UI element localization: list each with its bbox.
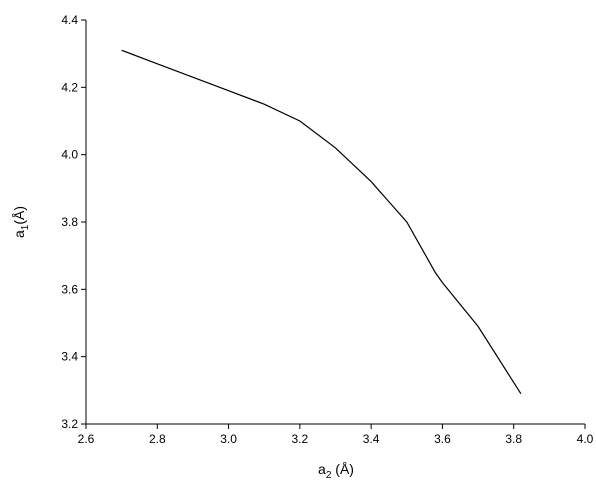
y-tick-label: 3.6: [61, 282, 78, 296]
y-tick-label: 4.4: [61, 13, 78, 27]
y-tick-label: 3.8: [61, 215, 78, 229]
x-axis-label: a2 (Å): [318, 461, 354, 481]
x-tick-label: 3.6: [434, 432, 451, 446]
y-axis-label: a1(Å): [11, 206, 31, 238]
x-tick-label: 4.0: [577, 432, 594, 446]
data-line: [121, 49, 522, 395]
y-tick-label: 4.0: [61, 148, 78, 162]
y-tick-label: 4.2: [61, 80, 78, 94]
x-tick-label: 3.0: [220, 432, 237, 446]
x-tick-label: 2.6: [78, 432, 95, 446]
x-tick-label: 3.4: [363, 432, 380, 446]
y-tick-label: 3.2: [61, 417, 78, 431]
x-tick-label: 3.2: [292, 432, 309, 446]
x-tick-label: 3.8: [505, 432, 522, 446]
y-tick-label: 3.4: [61, 350, 78, 364]
x-tick-label: 2.8: [149, 432, 166, 446]
